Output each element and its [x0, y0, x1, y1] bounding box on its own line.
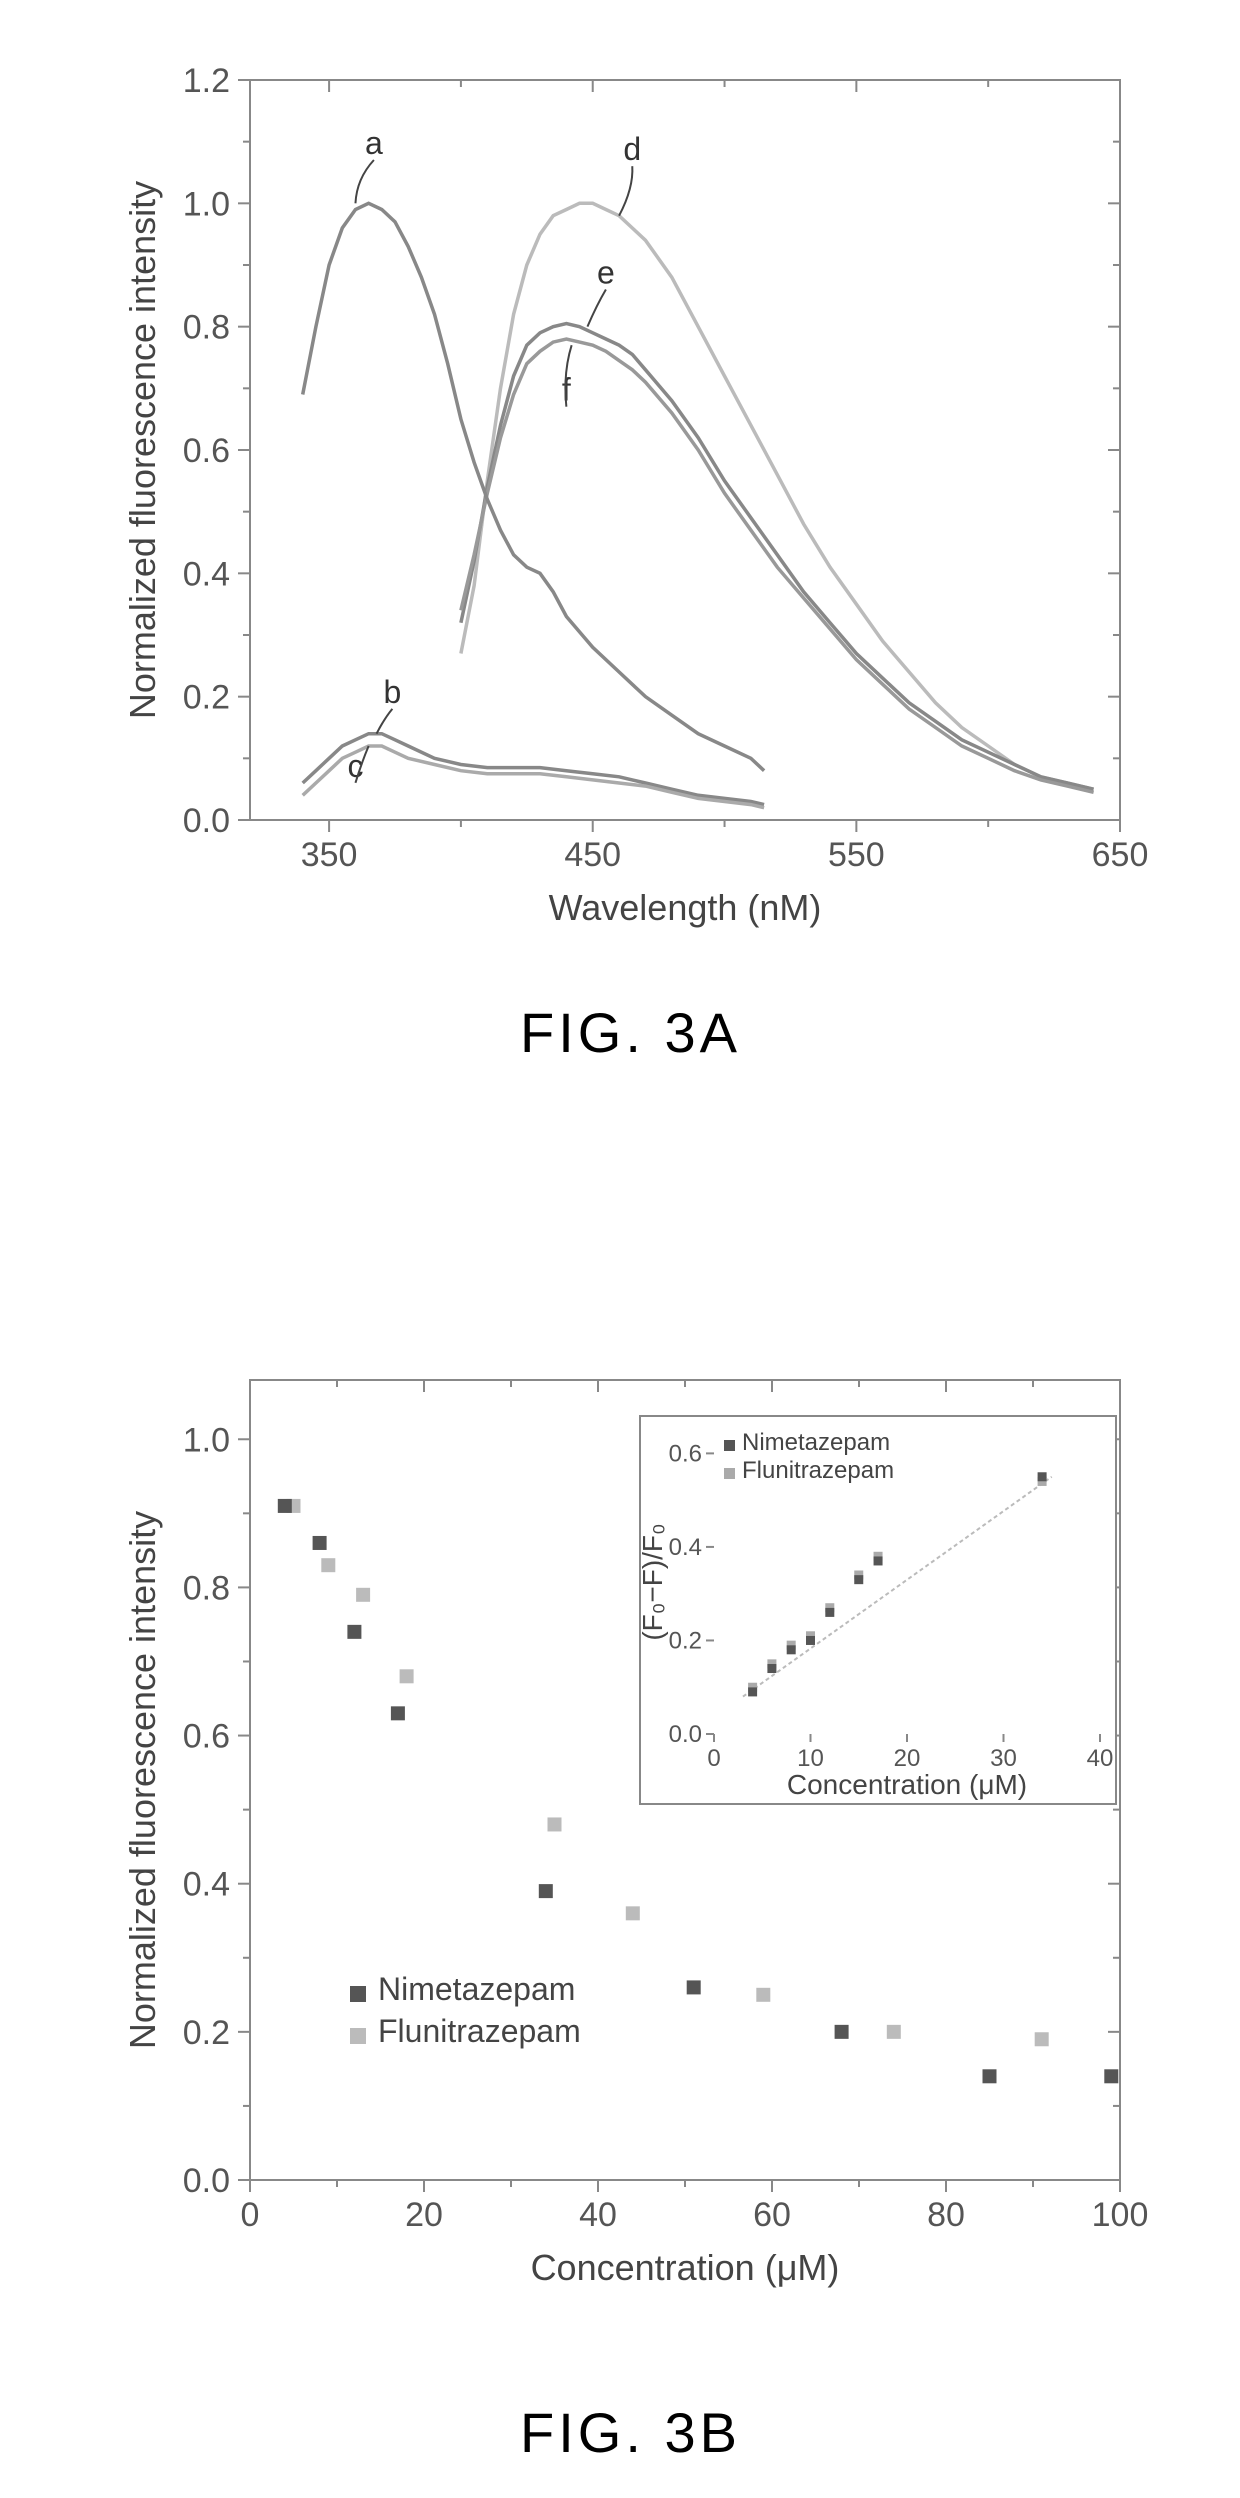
svg-text:350: 350: [301, 836, 358, 874]
svg-text:0.6: 0.6: [183, 432, 230, 470]
marker-flunitrazepam: [548, 1817, 562, 1831]
curve-e: [461, 324, 1094, 790]
svg-text:80: 80: [927, 2196, 965, 2234]
svg-text:40: 40: [1087, 1745, 1114, 1772]
svg-text:Concentration (μM): Concentration (μM): [531, 2247, 840, 2288]
marker-nimetazepam: [687, 1980, 701, 1994]
marker-flunitrazepam: [887, 2025, 901, 2039]
marker-nimetazepam: [313, 1536, 327, 1550]
curve-d: [461, 203, 1094, 789]
svg-text:1.0: 1.0: [183, 185, 230, 223]
svg-text:0.8: 0.8: [183, 309, 230, 347]
inset-marker-nimetazepam: [767, 1664, 776, 1673]
svg-text:20: 20: [405, 2196, 443, 2234]
svg-text:0.2: 0.2: [183, 679, 230, 717]
fig-3a-container: 3504505506500.00.20.40.60.81.01.2Wavelen…: [120, 60, 1140, 1060]
svg-text:10: 10: [797, 1745, 824, 1772]
marker-nimetazepam: [983, 2069, 997, 2083]
svg-text:0: 0: [707, 1745, 720, 1772]
svg-text:100: 100: [1092, 2196, 1149, 2234]
svg-text:0.2: 0.2: [669, 1627, 702, 1654]
curve-label-d: d: [623, 131, 641, 167]
legend-marker-flunitrazepam: [350, 2028, 366, 2044]
pointer-d: [619, 166, 632, 216]
pointer-a: [355, 160, 373, 203]
fig-3b-container: 0204060801000.00.20.40.60.81.0Concentrat…: [120, 1360, 1140, 2460]
svg-text:0.8: 0.8: [183, 1569, 230, 1607]
inset-legend-marker-nimetazepam: [724, 1440, 735, 1451]
svg-text:40: 40: [579, 2196, 617, 2234]
svg-text:1.2: 1.2: [183, 62, 230, 100]
svg-text:0.2: 0.2: [183, 2014, 230, 2052]
svg-text:0.0: 0.0: [669, 1721, 702, 1748]
svg-text:0: 0: [241, 2196, 260, 2234]
pointer-e: [587, 290, 605, 327]
fig-3b-svg: 0204060801000.00.20.40.60.81.0Concentrat…: [120, 1360, 1140, 2360]
curve-a: [303, 203, 764, 770]
inset-marker-nimetazepam: [806, 1636, 815, 1645]
svg-text:Wavelength (nM): Wavelength (nM): [549, 887, 822, 928]
inset-xlabel: Concentration (μM): [787, 1769, 1027, 1800]
svg-text:0.6: 0.6: [183, 1718, 230, 1756]
svg-text:60: 60: [753, 2196, 791, 2234]
svg-text:450: 450: [564, 836, 621, 874]
svg-text:0.0: 0.0: [183, 802, 230, 840]
legend-label-flunitrazepam: Flunitrazepam: [378, 2013, 581, 2049]
svg-text:30: 30: [990, 1745, 1017, 1772]
svg-text:Normalized fluorescence intens: Normalized fluorescence intensity: [122, 1511, 163, 2049]
fig-3a-svg: 3504505506500.00.20.40.60.81.01.2Wavelen…: [120, 60, 1140, 960]
legend-label-nimetazepam: Nimetazepam: [378, 1971, 575, 2007]
marker-flunitrazepam: [321, 1558, 335, 1572]
marker-nimetazepam: [539, 1884, 553, 1898]
legend-marker-nimetazepam: [350, 1986, 366, 2002]
svg-text:0.4: 0.4: [183, 555, 230, 593]
fig-3b-title: FIG. 3B: [520, 2400, 741, 2465]
svg-text:650: 650: [1092, 836, 1149, 874]
marker-flunitrazepam: [400, 1669, 414, 1683]
svg-text:0.4: 0.4: [183, 1866, 230, 1904]
svg-text:Normalized fluorescence intens: Normalized fluorescence intensity: [122, 181, 163, 719]
inset-legend-label-nimetazepam: Nimetazepam: [742, 1429, 890, 1456]
marker-nimetazepam: [391, 1706, 405, 1720]
svg-text:1.0: 1.0: [183, 1421, 230, 1459]
inset-marker-nimetazepam: [748, 1687, 757, 1696]
marker-nimetazepam: [1104, 2069, 1118, 2083]
inset-marker-nimetazepam: [1038, 1472, 1047, 1481]
inset-marker-nimetazepam: [854, 1575, 863, 1584]
fig-3a-title: FIG. 3A: [520, 1000, 741, 1065]
inset-marker-nimetazepam: [787, 1645, 796, 1654]
inset-marker-nimetazepam: [874, 1556, 883, 1565]
marker-nimetazepam: [835, 2025, 849, 2039]
marker-flunitrazepam: [626, 1906, 640, 1920]
svg-text:550: 550: [828, 836, 885, 874]
curve-c: [303, 746, 764, 808]
marker-nimetazepam: [347, 1625, 361, 1639]
pointer-b: [377, 709, 393, 734]
svg-text:20: 20: [894, 1745, 921, 1772]
curve-f: [461, 339, 1094, 792]
marker-nimetazepam: [278, 1499, 292, 1513]
inset-legend-label-flunitrazepam: Flunitrazepam: [742, 1457, 894, 1484]
svg-text:0.4: 0.4: [669, 1534, 702, 1561]
curve-label-b: b: [383, 674, 401, 710]
svg-text:0.0: 0.0: [183, 2162, 230, 2200]
curve-label-e: e: [597, 255, 615, 291]
inset-legend-marker-flunitrazepam: [724, 1468, 735, 1479]
curve-label-a: a: [365, 125, 383, 161]
inset-marker-nimetazepam: [825, 1608, 834, 1617]
svg-text:0.6: 0.6: [669, 1440, 702, 1467]
marker-flunitrazepam: [1035, 2032, 1049, 2046]
marker-flunitrazepam: [756, 1988, 770, 2002]
marker-flunitrazepam: [356, 1588, 370, 1602]
inset-ylabel: (F₀−F)/F₀: [637, 1523, 668, 1640]
